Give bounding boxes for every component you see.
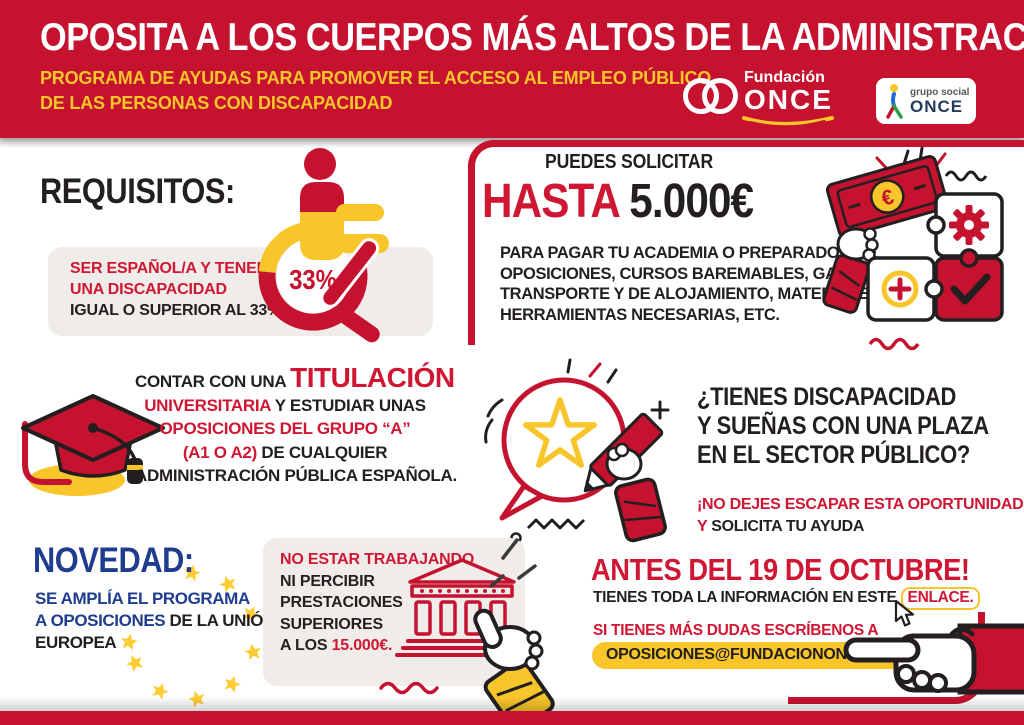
radiating-dashes-icon xyxy=(485,536,541,614)
titulacion-l4-red: (A1 O A2) xyxy=(182,442,257,462)
graduation-cap-icon xyxy=(15,368,167,504)
novedad-heading: NOVEDAD: xyxy=(33,541,194,580)
titulacion-l3-red: OPOSICIONES DEL GRUPO “A” xyxy=(159,419,411,438)
novedad-line1: SE AMPLÍA EL PROGRAMA xyxy=(35,589,250,608)
money-puzzle-illustration: € xyxy=(818,146,1018,358)
cursor-icon xyxy=(893,600,915,628)
titulacion-l1-black: CONTAR CON UNA xyxy=(135,372,286,391)
novedad-text: SE AMPLÍA EL PROGRAMA A OPOSICIONES DE L… xyxy=(35,588,275,654)
page-title-text: OPOSITA A LOS CUERPOS MÁS ALTOS DE LA AD… xyxy=(40,16,1024,59)
unemployment-red-line: NO ESTAR TRABAJANDO xyxy=(280,551,475,568)
requisitos-red-line-1: SER ESPAÑOL/A Y TENER xyxy=(70,260,268,277)
novedad-line2-black: DE LA UNIÓN xyxy=(169,611,276,630)
footer-strip xyxy=(0,711,1024,725)
titulacion-text: CONTAR CON UNA TITULACIÓN UNIVERSITARIA … xyxy=(135,364,457,488)
plaza-warning-y: Y xyxy=(697,518,708,535)
unemployment-black-line3: SUPERIORES xyxy=(280,615,383,633)
plaza-warning-line2: Y SOLICITA TU AYUDA xyxy=(697,518,864,536)
page-title: OPOSITA A LOS CUERPOS MÁS ALTOS DE LA AD… xyxy=(40,16,1024,60)
pencil-hand-icon xyxy=(583,412,667,543)
grant-body-line: PARA PAGAR TU ACADEMIA O PREPARADOR DE xyxy=(500,244,878,262)
grant-body-line: TRANSPORTE Y DE ALOJAMIENTO, MATERIALES … xyxy=(500,285,895,303)
grant-body-line: HERRAMIENTAS NECESARIAS, ETC. xyxy=(500,305,780,324)
grupo-social-person-icon xyxy=(886,84,903,119)
titulacion-l4-black: DE CUALQUIER xyxy=(261,442,388,462)
unemployment-card-text: NO ESTAR TRABAJANDO NI PERCIBIR PRESTACI… xyxy=(280,549,474,657)
plaza-q-line2: Y SUEÑAS CON UNA PLAZA xyxy=(697,412,989,440)
grant-amount-word: HASTA xyxy=(482,175,619,228)
requisitos-black-line: IGUAL O SUPERIOR AL 33%. xyxy=(70,302,286,319)
puzzle-pieces-icon xyxy=(866,192,1004,322)
header-banner xyxy=(0,0,1024,138)
titulacion-l2-black: Y ESTUDIAR UNAS xyxy=(274,395,426,415)
unemployment-black-line2: PRESTACIONES xyxy=(280,594,403,611)
fundacion-once-logo: Fundación ONCE xyxy=(678,68,848,128)
unemployment-red-amount: 15.000€. xyxy=(331,637,393,654)
requisitos-red-line-2: UNA DISCAPACIDAD xyxy=(70,281,227,298)
unemployment-black-line1: NI PERCIBIR xyxy=(280,572,375,590)
grupo-social-label: grupo social xyxy=(910,86,970,98)
fundacion-once-wordmark: Fundación ONCE xyxy=(744,70,833,114)
grupo-social-once-logo: grupo social ONCE xyxy=(876,78,976,124)
plaza-warning-red: ¡NO DEJES ESCAPAR ESTA OPORTUNIDAD xyxy=(697,496,1024,513)
speech-bubble-star-illustration xyxy=(472,358,690,548)
star-icon xyxy=(523,397,597,468)
grant-body-line: OPOSICIONES, CURSOS BAREMABLES, GASTOS D… xyxy=(500,264,906,283)
titulacion-l5-black: ADMINISTRACIÓN PÚBLICA ESPAÑOLA. xyxy=(135,466,457,485)
grant-kicker: PUEDES SOLICITAR xyxy=(545,151,713,173)
titulacion-l1-red: TITULACIÓN xyxy=(290,362,455,393)
pointing-hand-icon xyxy=(840,612,1024,704)
subtitle-line-1: PROGRAMA DE AYUDAS PARA PROMOVER EL ACCE… xyxy=(40,68,712,88)
euro-banknote-icon: € xyxy=(825,155,949,238)
grant-amount-value: 5.000€ xyxy=(629,175,754,228)
fundacion-once-rings-icon xyxy=(683,78,834,128)
red-bracket-left xyxy=(468,140,1024,345)
plaza-q-line1: ¿TIENES DISCAPACIDAD xyxy=(697,383,957,411)
plaza-warning-black: SOLICITA TU AYUDA xyxy=(711,518,865,535)
grupo-social-wordmark: grupo social ONCE xyxy=(910,86,970,116)
wheelchair-badge-text: 33% xyxy=(289,263,337,295)
novedad-line3: EUROPEA xyxy=(35,633,117,652)
deadline-info: TIENES TODA LA INFORMACIÓN EN ESTE ENLACE… xyxy=(593,587,981,610)
holding-hand-icon xyxy=(822,227,879,314)
deadline-title: ANTES DEL 19 DE OCTUBRE! xyxy=(591,552,970,587)
deadline-contact-line: SI TIENES MÁS DUDAS ESCRÍBENOS A xyxy=(593,622,879,639)
enlace-link[interactable]: ENLACE. xyxy=(900,587,981,610)
novedad-line2-blue: A OPOSICIONES xyxy=(35,611,166,630)
titulacion-l2-red: UNIVERSITARIA xyxy=(144,395,271,415)
requisitos-heading: REQUISITOS: xyxy=(40,172,235,211)
grant-body: PARA PAGAR TU ACADEMIA O PREPARADOR DE O… xyxy=(500,243,906,325)
plaza-question: ¿TIENES DISCAPACIDAD Y SUEÑAS CON UNA PL… xyxy=(697,383,1024,470)
grant-amount: HASTA 5.000€ xyxy=(482,174,790,229)
fundacion-label: Fundación xyxy=(744,69,825,86)
footer-shadow xyxy=(0,697,1024,711)
fundacion-brand: ONCE xyxy=(744,84,833,115)
check-icon xyxy=(950,273,991,305)
subtitle-line-2: DE LAS PERSONAS CON DISCAPACIDAD xyxy=(40,93,393,113)
requisitos-card-text: SER ESPAÑOL/A Y TENER UNA DISCAPACIDAD I… xyxy=(70,258,286,321)
deadline-info-text: TIENES TODA LA INFORMACIÓN EN ESTE xyxy=(593,589,897,606)
red-squiggle-icon xyxy=(378,678,446,696)
unemployment-black-line4: A LOS xyxy=(280,637,328,654)
grupo-social-brand: ONCE xyxy=(910,96,964,116)
gear-icon xyxy=(949,205,989,245)
plaza-q-line3: EN EL SECTOR PÚBLICO? xyxy=(697,441,970,469)
wheelchair-33-icon: 33% xyxy=(253,148,393,348)
